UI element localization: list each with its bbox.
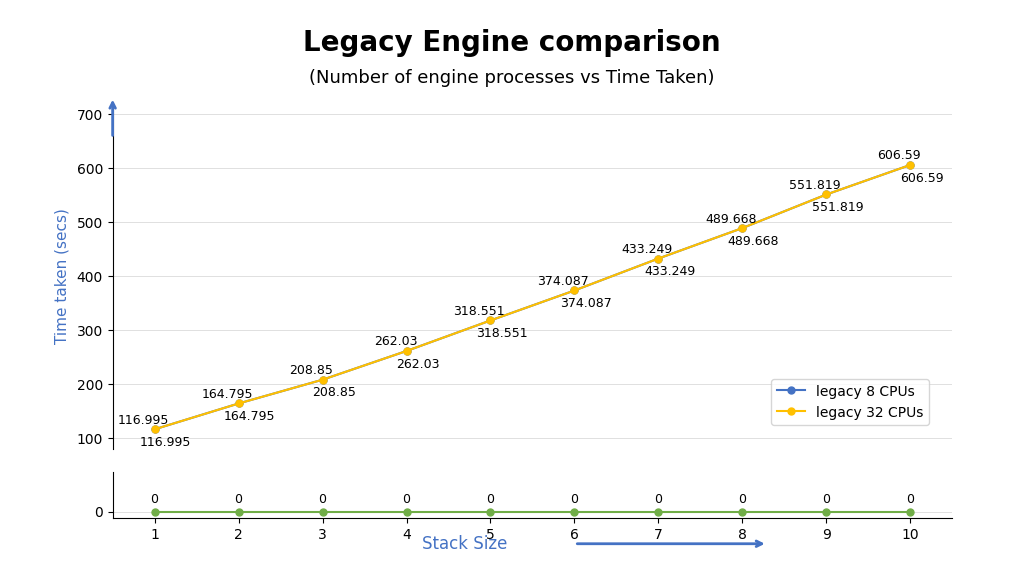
Text: 318.551: 318.551 (454, 305, 505, 318)
Text: 0: 0 (822, 494, 830, 506)
Text: Legacy Engine comparison: Legacy Engine comparison (303, 29, 721, 57)
Text: 0: 0 (654, 494, 663, 506)
legacy 32 CPUs (232, 400, 245, 407)
Text: 164.795: 164.795 (224, 410, 275, 423)
Y-axis label: Time taken (secs): Time taken (secs) (54, 209, 70, 344)
Text: 0: 0 (570, 494, 579, 506)
Text: 0: 0 (234, 494, 243, 506)
legacy 8 CPUs (820, 191, 833, 198)
legacy 32 CPUs (820, 191, 833, 198)
legacy 8 CPUs (400, 347, 413, 354)
Text: 318.551: 318.551 (476, 327, 527, 340)
legacy 32 CPUs (652, 255, 665, 262)
Legend: legacy 8 CPUs, legacy 32 CPUs: legacy 8 CPUs, legacy 32 CPUs (771, 379, 929, 425)
legacy 32 CPUs (568, 287, 581, 294)
legacy 32 CPUs (148, 426, 161, 433)
Line: legacy 32 CPUs: legacy 32 CPUs (152, 161, 913, 433)
legacy 32 CPUs (484, 317, 497, 324)
legacy 32 CPUs (904, 161, 916, 168)
Text: 0: 0 (402, 494, 411, 506)
Text: Stack Size: Stack Size (422, 535, 507, 553)
Text: 262.03: 262.03 (374, 335, 417, 348)
Text: 0: 0 (906, 494, 914, 506)
Text: 433.249: 433.249 (622, 243, 673, 256)
Text: 551.819: 551.819 (790, 179, 841, 192)
Text: 208.85: 208.85 (311, 386, 355, 399)
Text: 433.249: 433.249 (644, 265, 695, 278)
legacy 8 CPUs (484, 317, 497, 324)
Text: 606.59: 606.59 (878, 149, 921, 162)
legacy 8 CPUs (316, 376, 329, 383)
Text: 0: 0 (151, 494, 159, 506)
Text: 489.668: 489.668 (728, 235, 779, 248)
Text: (Number of engine processes vs Time Taken): (Number of engine processes vs Time Take… (309, 69, 715, 87)
legacy 32 CPUs (400, 347, 413, 354)
legacy 8 CPUs (232, 400, 245, 407)
legacy 8 CPUs (736, 225, 749, 232)
Text: 262.03: 262.03 (396, 358, 439, 370)
Line: legacy 8 CPUs: legacy 8 CPUs (152, 161, 913, 433)
Text: 116.995: 116.995 (118, 414, 169, 427)
Text: 374.087: 374.087 (538, 275, 589, 288)
legacy 32 CPUs (316, 376, 329, 383)
Text: 0: 0 (318, 494, 327, 506)
legacy 8 CPUs (904, 161, 916, 168)
Text: 116.995: 116.995 (140, 436, 191, 449)
Text: 0: 0 (486, 494, 495, 506)
legacy 8 CPUs (652, 255, 665, 262)
legacy 8 CPUs (148, 426, 161, 433)
Text: 208.85: 208.85 (290, 364, 334, 377)
legacy 32 CPUs (736, 225, 749, 232)
Text: 551.819: 551.819 (812, 201, 863, 214)
legacy 8 CPUs (568, 287, 581, 294)
Text: 164.795: 164.795 (202, 388, 253, 401)
Text: 0: 0 (738, 494, 746, 506)
Text: 489.668: 489.668 (706, 213, 757, 225)
Text: 374.087: 374.087 (560, 297, 611, 310)
Text: 606.59: 606.59 (900, 172, 943, 184)
